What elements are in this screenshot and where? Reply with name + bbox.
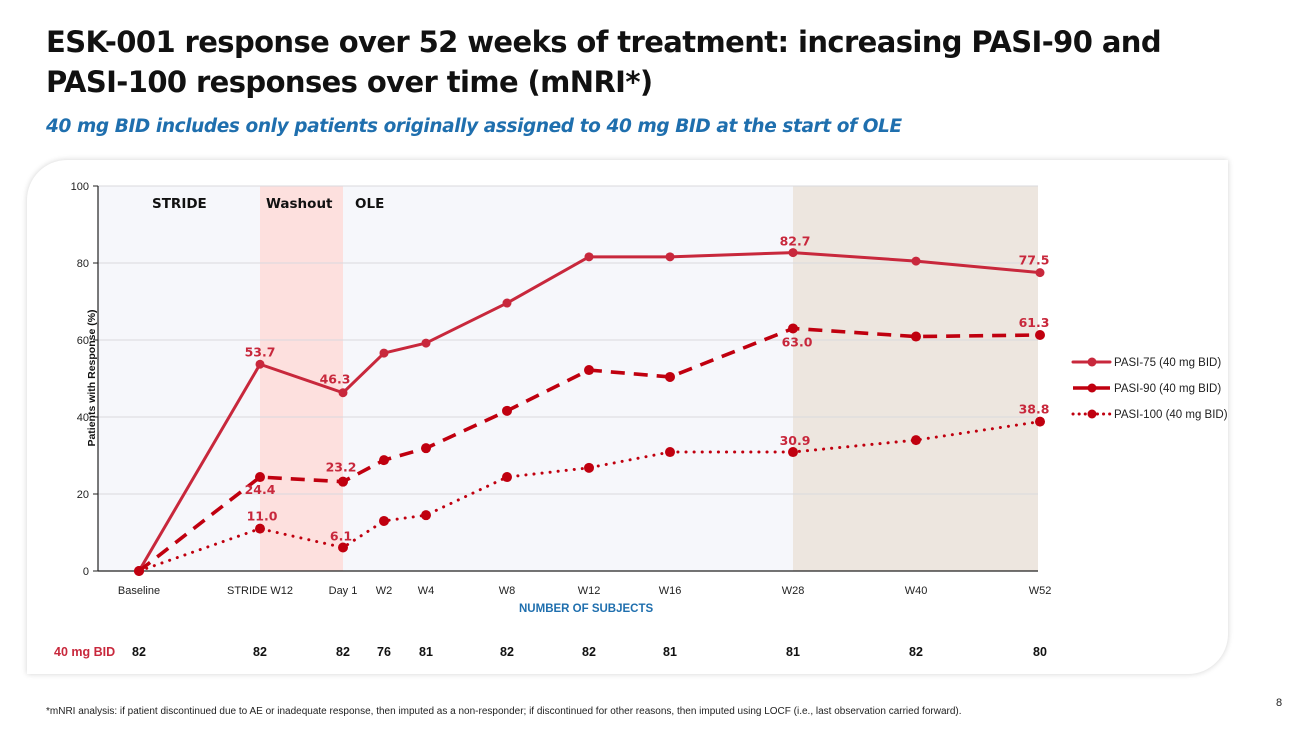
data-label-pasi90: 24.4	[245, 482, 276, 497]
x-tick-label: W28	[782, 585, 805, 597]
data-point-pasi75	[379, 348, 389, 358]
slide-subtitle: 40 mg BID includes only patients origina…	[46, 116, 902, 137]
data-point-pasi75	[1035, 268, 1045, 278]
region-label-stride: STRIDE	[152, 196, 207, 212]
subject-count: 76	[377, 645, 391, 659]
y-tick-label: 60	[77, 335, 89, 347]
x-tick-label: Baseline	[118, 585, 160, 597]
x-tick-label: W40	[905, 585, 928, 597]
y-tick-label: 40	[77, 412, 89, 424]
x-tick-label: W8	[499, 585, 516, 597]
data-point-pasi75	[911, 256, 921, 266]
x-tick-label: W16	[659, 585, 682, 597]
data-point-pasi100	[379, 515, 389, 526]
x-tick-label: STRIDE W12	[227, 585, 293, 597]
x-tick-label: W52	[1029, 585, 1052, 597]
data-point-pasi100	[421, 510, 431, 521]
data-point-pasi75	[502, 298, 512, 308]
data-point-pasi100	[911, 435, 921, 446]
subject-count: 80	[1033, 645, 1047, 659]
y-tick-label: 80	[77, 258, 89, 270]
data-point-pasi75	[665, 252, 675, 262]
y-tick-label: 20	[77, 489, 89, 501]
subject-count: 82	[253, 645, 267, 659]
data-point-pasi90	[788, 323, 798, 334]
data-label-pasi75: 46.3	[320, 372, 351, 387]
data-label-pasi75: 82.7	[780, 234, 811, 249]
y-tick-label: 100	[71, 181, 89, 193]
data-point-pasi100	[502, 472, 512, 483]
data-point-pasi90	[338, 476, 348, 487]
data-point-pasi100	[134, 566, 144, 576]
x-tick-label: W2	[376, 585, 393, 597]
legend-label-pasi75: PASI-75 (40 mg BID)	[1114, 357, 1221, 369]
slide-title: ESK-001 response over 52 weeks of treatm…	[46, 25, 1162, 99]
subject-count: 81	[663, 645, 677, 659]
data-point-pasi90	[1035, 329, 1045, 340]
subject-count: 82	[132, 645, 146, 659]
series-line-pasi100	[137, 420, 1042, 573]
data-point-pasi100	[338, 542, 348, 553]
page-number: 8	[1276, 697, 1283, 709]
data-label-pasi75: 53.7	[245, 344, 276, 359]
data-label-pasi90: 61.3	[1019, 315, 1050, 330]
subject-count: 81	[786, 645, 800, 659]
y-axis-title: Patients with Response (%)	[86, 309, 98, 446]
footnote: *mNRI analysis: if patient discontinued …	[46, 706, 962, 717]
subject-count: 82	[909, 645, 923, 659]
legend-label-pasi90: PASI-90 (40 mg BID)	[1114, 383, 1221, 395]
data-point-pasi90	[584, 365, 594, 376]
late-phase-band	[793, 186, 1038, 571]
data-point-pasi100	[255, 523, 265, 534]
subject-count: 82	[500, 645, 514, 659]
data-point-pasi75	[421, 338, 431, 348]
legend-marker-pasi100	[1087, 409, 1097, 419]
data-point-pasi90	[255, 472, 265, 483]
region-label-ole: OLE	[355, 196, 384, 212]
data-label-pasi90: 23.2	[326, 460, 357, 475]
subject-count: 82	[336, 645, 350, 659]
data-label-pasi100: 6.1	[330, 529, 352, 544]
legend-label-pasi100: PASI-100 (40 mg BID)	[1114, 409, 1228, 421]
data-point-pasi90	[911, 331, 921, 342]
x-tick-label: W4	[418, 585, 435, 597]
region-label-washout: Washout	[266, 196, 333, 212]
data-point-pasi100	[788, 447, 798, 458]
number-of-subjects-label: NUMBER OF SUBJECTS	[519, 603, 654, 615]
data-label-pasi75: 77.5	[1019, 253, 1050, 268]
data-point-pasi100	[584, 462, 594, 473]
data-label-pasi100: 30.9	[780, 433, 811, 448]
data-point-pasi90	[421, 443, 431, 454]
legend-marker-pasi75	[1087, 357, 1097, 367]
legend-marker-pasi90	[1087, 383, 1097, 393]
data-label-pasi90: 63.0	[782, 334, 813, 349]
data-label-pasi100: 11.0	[247, 509, 278, 524]
y-tick-label: 0	[83, 566, 89, 578]
x-tick-label: Day 1	[329, 585, 358, 597]
data-point-pasi75	[338, 388, 348, 398]
data-point-pasi90	[502, 405, 512, 416]
subject-count: 81	[419, 645, 433, 659]
data-point-pasi100	[1035, 416, 1045, 427]
data-point-pasi75	[788, 248, 798, 258]
data-point-pasi90	[665, 371, 675, 382]
data-point-pasi75	[255, 359, 265, 369]
subject-count: 82	[582, 645, 596, 659]
subjects-row-label: 40 mg BID	[54, 645, 116, 659]
data-label-pasi100: 38.8	[1019, 402, 1050, 417]
data-point-pasi75	[584, 252, 594, 262]
data-point-pasi90	[379, 455, 389, 466]
x-tick-label: W12	[578, 585, 601, 597]
data-point-pasi100	[665, 447, 675, 458]
